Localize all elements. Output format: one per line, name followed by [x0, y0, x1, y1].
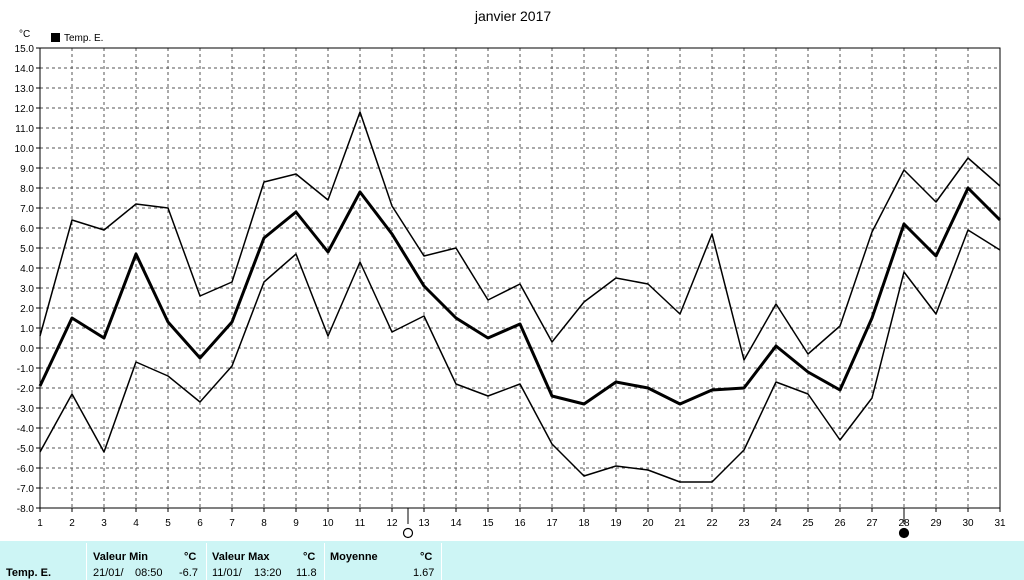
y-tick-label: 3.0: [20, 284, 34, 295]
moon-phases: [402, 508, 910, 539]
y-tick-label: 2.0: [20, 304, 34, 315]
min-header: Valeur Min: [93, 551, 149, 563]
max-date: 11/01/: [212, 567, 242, 579]
x-tick-label: 1: [37, 518, 43, 529]
y-tick-label: -4.0: [17, 424, 35, 435]
y-tick-label: 0.0: [20, 344, 34, 355]
min-value: -6.7: [179, 567, 198, 579]
y-tick-label: 6.0: [20, 224, 34, 235]
y-tick-label: 13.0: [15, 84, 35, 95]
x-tick-label: 10: [322, 518, 334, 529]
y-tick-label: 4.0: [20, 264, 34, 275]
full-moon-icon: [402, 527, 414, 539]
x-tick-label: 16: [514, 518, 526, 529]
x-tick-label: 20: [642, 518, 654, 529]
x-tick-label: 14: [450, 518, 462, 529]
x-tick-label: 12: [386, 518, 398, 529]
y-tick-label: -7.0: [17, 484, 35, 495]
y-tick-label: 1.0: [20, 324, 34, 335]
stats-divider: [441, 543, 442, 580]
legend-swatch: [51, 33, 60, 42]
min-date: 21/01/: [93, 567, 124, 579]
x-tick-label: 21: [674, 518, 686, 529]
max-header: Valeur Max: [212, 551, 270, 563]
x-tick-label: 13: [418, 518, 430, 529]
stats-divider: [324, 543, 325, 580]
y-tick-label: -5.0: [17, 444, 35, 455]
x-tick-label: 27: [866, 518, 878, 529]
x-tick-label: 8: [261, 518, 267, 529]
x-tick-label: 15: [482, 518, 494, 529]
x-tick-label: 18: [578, 518, 590, 529]
min-time: 08:50: [135, 567, 163, 579]
x-tick-label: 29: [930, 518, 942, 529]
y-tick-label: -1.0: [17, 364, 35, 375]
temperature-chart: janvier 2017 °C Temp. E. 15.014.013.012.…: [15, 8, 1006, 539]
x-tick-label: 23: [738, 518, 750, 529]
stats-divider: [86, 543, 87, 580]
avg-value: 1.67: [413, 567, 435, 579]
max-value: 11.8: [296, 567, 317, 579]
x-tick-label: 30: [962, 518, 974, 529]
x-tick-label: 4: [133, 518, 139, 529]
x-tick-label: 17: [546, 518, 558, 529]
series-line-max: [39, 111, 1001, 361]
y-tick-label: -3.0: [17, 404, 35, 415]
x-tick-label: 2: [69, 518, 75, 529]
x-tick-label: 11: [355, 518, 366, 529]
x-tick-label: 7: [229, 518, 235, 529]
avg-header: Moyenne: [330, 551, 378, 563]
statistics-panel: Temp. E. Valeur Min °C 21/01/ 08:50 -6.7…: [0, 541, 1024, 580]
series-line-min: [39, 229, 1001, 483]
x-tick-label: 5: [165, 518, 171, 529]
y-tick-label: -8.0: [17, 504, 35, 515]
stats-divider: [206, 543, 207, 580]
min-unit: °C: [184, 551, 197, 563]
y-tick-label: 7.0: [20, 204, 34, 215]
y-tick-label: 12.0: [15, 104, 35, 115]
x-tick-label: 6: [197, 518, 203, 529]
series-line-mean: [38, 186, 1002, 406]
x-tick-label: 24: [770, 518, 782, 529]
x-tick-label: 9: [293, 518, 299, 529]
new-moon-icon: [898, 527, 910, 539]
y-tick-label: 8.0: [20, 184, 34, 195]
y-tick-label: 9.0: [20, 164, 34, 175]
stats-row-label: Temp. E.: [6, 567, 52, 579]
x-axis-ticks: 1 2 3 4 5 6 7 8 9 10 11 12 13 14 15 16 17 18 19 20 21 22 23 24 2…: [37, 508, 1006, 529]
y-tick-label: 5.0: [20, 244, 34, 255]
x-tick-label: 25: [802, 518, 814, 529]
y-tick-label: 11.0: [15, 124, 34, 135]
y-tick-label: -6.0: [17, 464, 35, 475]
x-tick-label: 3: [101, 518, 107, 529]
chart-title: janvier 2017: [474, 8, 551, 24]
y-axis-unit: °C: [19, 29, 30, 40]
x-tick-label: 31: [994, 518, 1006, 529]
grid: [39, 47, 1001, 509]
max-unit: °C: [303, 551, 316, 563]
avg-unit: °C: [420, 551, 433, 563]
y-tick-label: -2.0: [17, 384, 35, 395]
x-tick-label: 19: [610, 518, 622, 529]
x-tick-label: 22: [706, 518, 718, 529]
x-tick-label: 26: [834, 518, 846, 529]
y-tick-label: 10.0: [15, 144, 35, 155]
y-axis-ticks: 15.0 14.0 13.0 12.0 11.0 10.0 9.0 8.0 7.0 6.0 5.0 4…: [15, 44, 40, 515]
legend-label: Temp. E.: [64, 33, 103, 44]
max-time: 13:20: [254, 567, 282, 579]
series-lines: [38, 111, 1002, 483]
y-tick-label: 14.0: [15, 64, 35, 75]
y-tick-label: 15.0: [15, 44, 35, 55]
